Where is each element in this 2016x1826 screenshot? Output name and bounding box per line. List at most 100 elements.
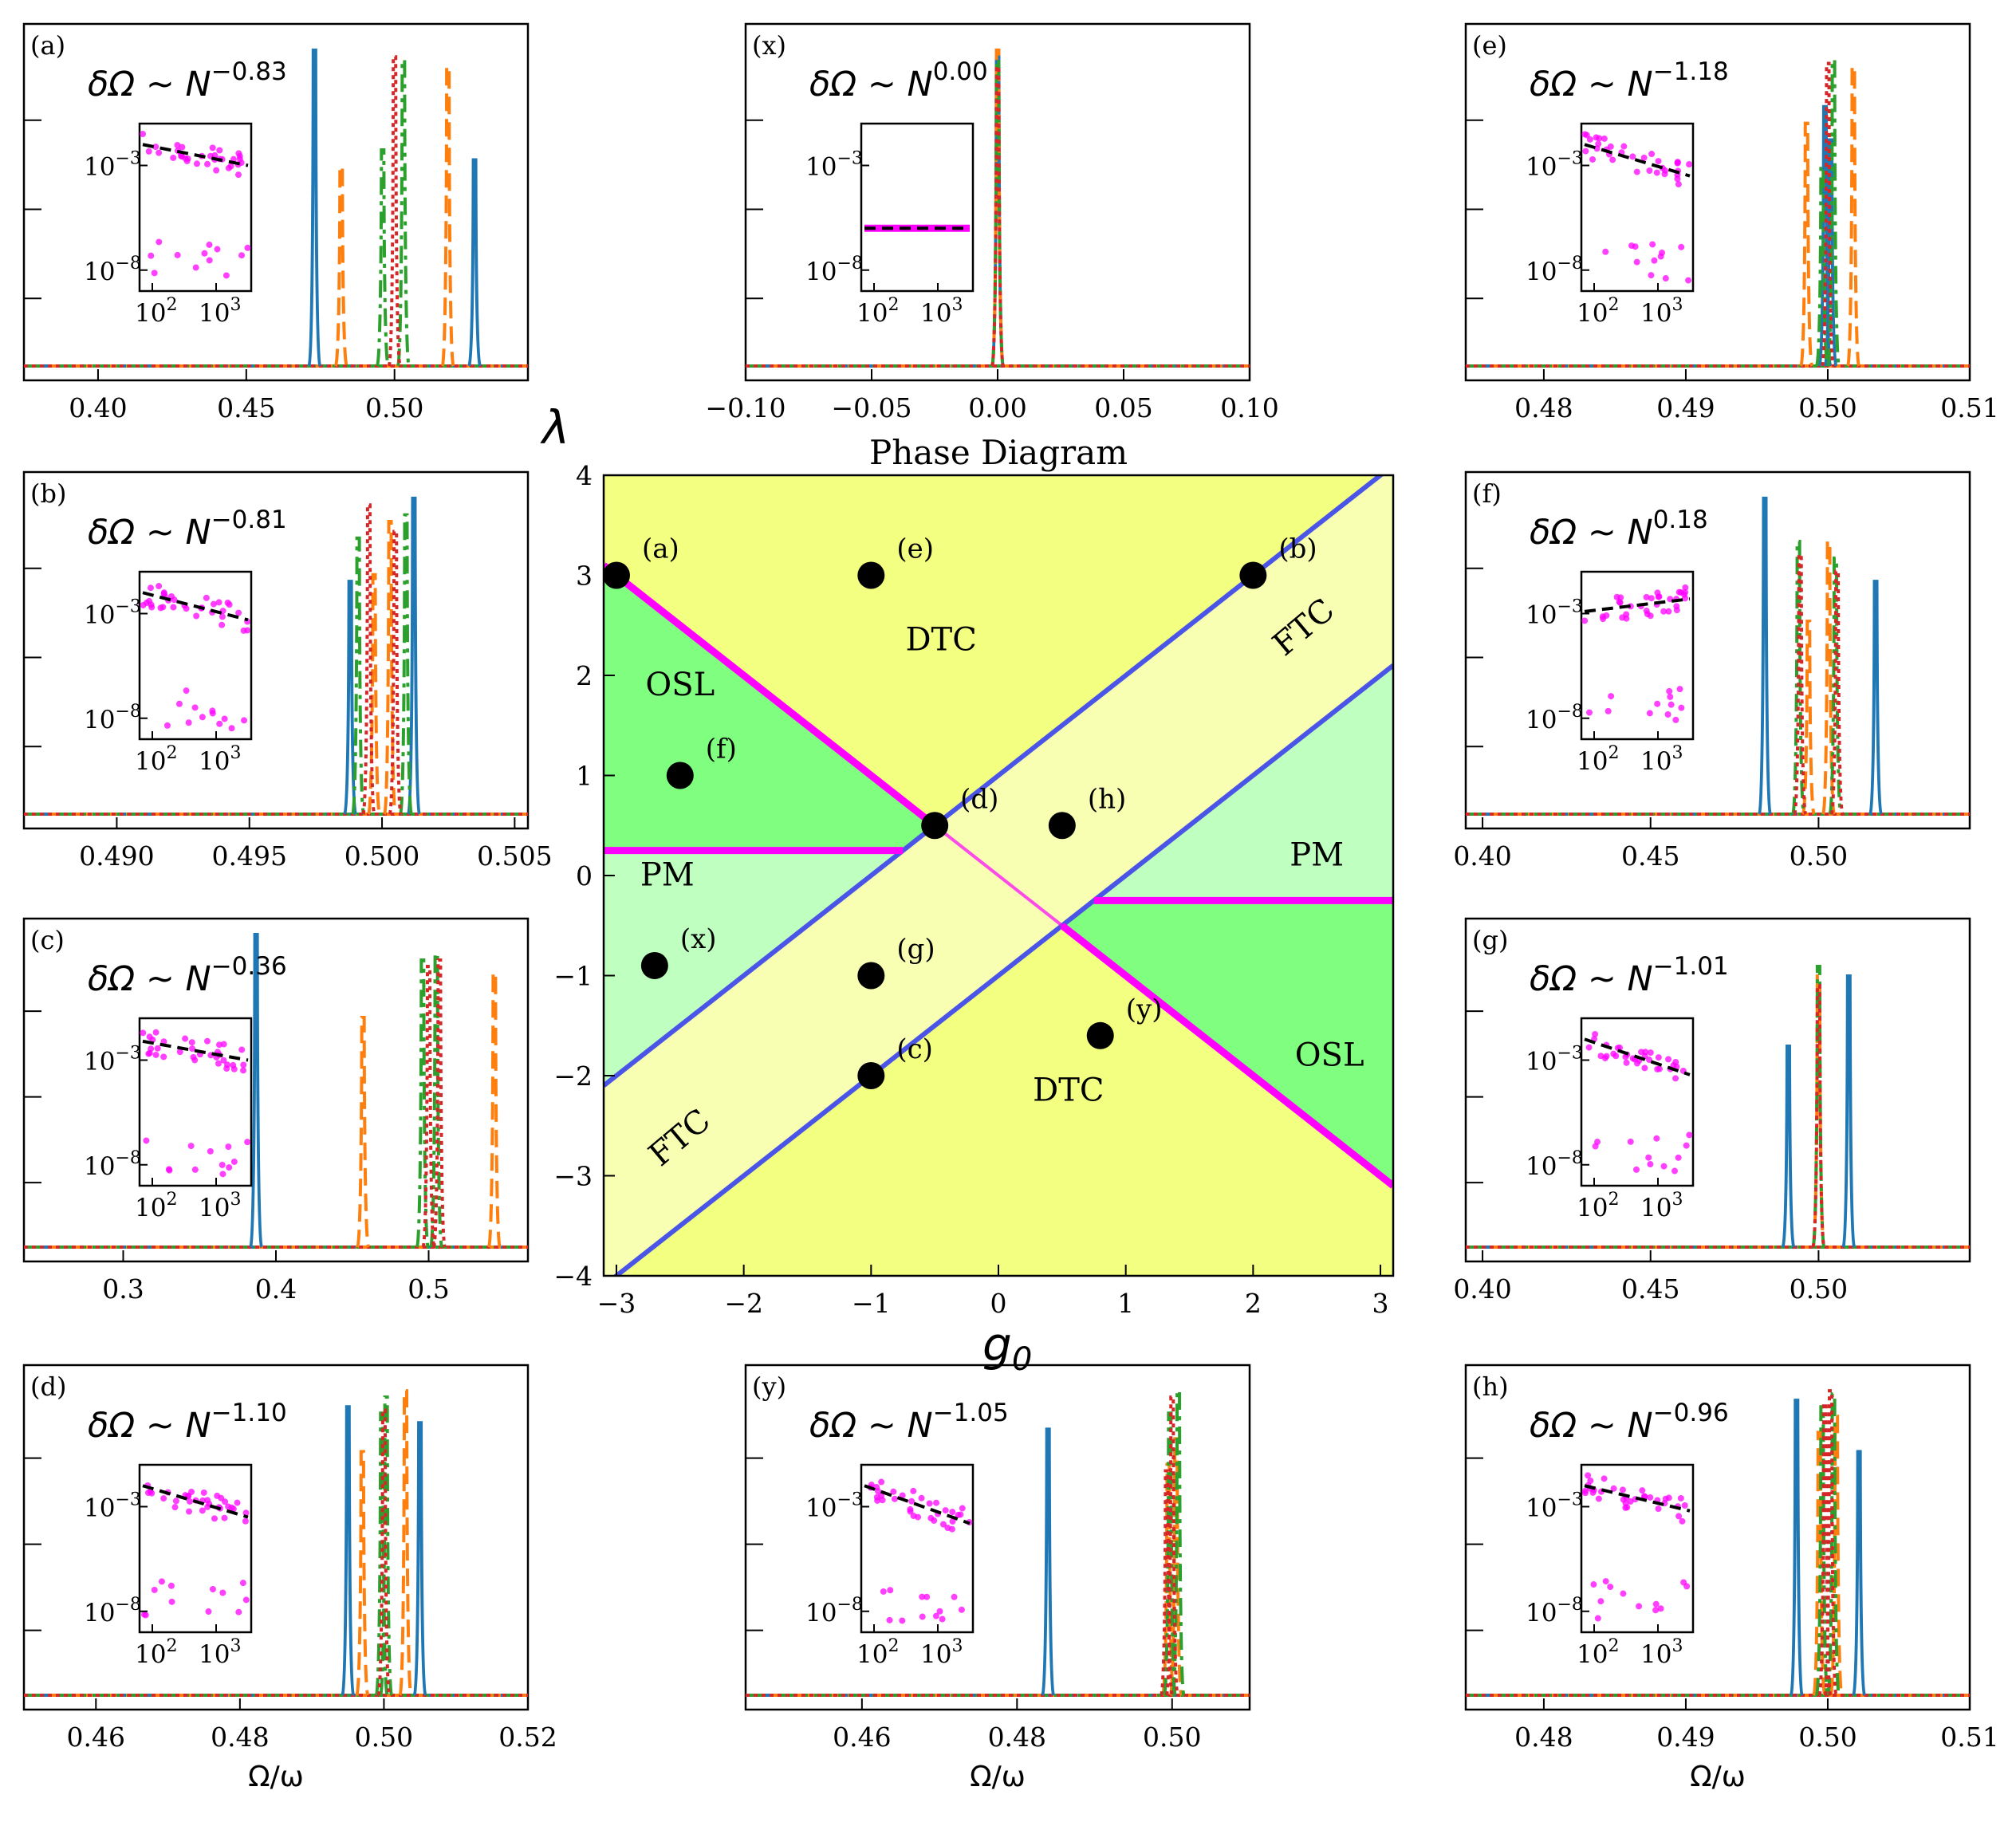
phase-point-label: (c) (896, 1033, 933, 1065)
inset-point (152, 144, 159, 151)
inset-point (1603, 1053, 1610, 1060)
x-tick-label: 1 (1117, 1288, 1134, 1319)
inset-y-exp: −3 (115, 149, 140, 169)
inset-x-base: 10 (1640, 1640, 1671, 1669)
inset-y-label: 10−8 (1526, 1595, 1583, 1627)
inset-point (1622, 1500, 1629, 1507)
inset-x-exp: 2 (166, 1636, 177, 1656)
inset-point (1647, 1493, 1654, 1501)
inset-point (880, 1588, 887, 1595)
inset-point (1605, 707, 1612, 714)
inset-y-exp: −3 (1557, 1044, 1582, 1064)
inset-fit-line (1584, 597, 1691, 613)
region-label: OSL (645, 667, 715, 703)
inset-point (147, 584, 154, 592)
phase-point (1239, 561, 1267, 589)
peak-blue (341, 1405, 356, 1697)
inset-point (170, 154, 177, 161)
inset-point (1646, 710, 1653, 717)
inset-point (1661, 167, 1668, 174)
inset-x-label: 103 (199, 295, 241, 328)
peak-green (429, 952, 444, 1249)
inset-point (221, 715, 228, 722)
peak-orange (367, 573, 381, 816)
inset-point (1608, 693, 1615, 700)
inset-x-base: 10 (1577, 1640, 1608, 1669)
phase-y-label: λ (540, 400, 569, 455)
scaling-law: δΩ ~ N−0.83 (88, 57, 287, 104)
phase-point (857, 962, 885, 990)
inset-point (140, 1611, 148, 1618)
inset-point (171, 1504, 179, 1511)
peak-blue (1041, 1427, 1056, 1697)
inset-y-exp: −8 (1557, 254, 1582, 274)
peak-green (1826, 58, 1841, 368)
inset-point (1648, 272, 1655, 279)
y-tick-label: −2 (553, 1061, 593, 1092)
inset-point (1641, 1065, 1648, 1072)
inset-point (235, 150, 242, 157)
inset-fit-line (142, 1484, 249, 1519)
inset-point (1602, 248, 1609, 255)
x-tick-label: 0.46 (833, 1722, 891, 1753)
inset-point (1643, 593, 1650, 600)
inset-point (1585, 709, 1593, 716)
inset-x-base: 10 (856, 1640, 888, 1669)
inset-point (1607, 1584, 1614, 1591)
inset-point (932, 1612, 939, 1619)
inset-fit-line (1584, 1484, 1691, 1513)
inset-point (206, 257, 213, 264)
phase-point-label: (d) (960, 783, 998, 815)
x-tick-label: 0.500 (345, 840, 419, 872)
x-tick-label: 0.52 (498, 1722, 557, 1753)
inset-point (1585, 1472, 1592, 1479)
inset-point (1665, 1056, 1672, 1063)
x-tick-label: 0.505 (477, 840, 552, 872)
inset-point (1681, 1501, 1688, 1509)
x-tick-label: 0.490 (79, 840, 154, 872)
inset-y-exp: −3 (115, 1044, 140, 1064)
inset-point (1677, 1494, 1684, 1501)
inset-x-label: 102 (1577, 1190, 1619, 1222)
inset-y-exp: −8 (1557, 1595, 1582, 1615)
inset-point (216, 147, 223, 154)
inset-point (189, 1045, 196, 1053)
peak-orange (1801, 620, 1816, 816)
inset-point (140, 601, 147, 608)
panel-frame (1464, 917, 1971, 1263)
scaling-law: δΩ ~ N−1.10 (88, 1399, 287, 1446)
inset-x-label: 103 (199, 1636, 241, 1669)
scaling-law: δΩ ~ N0.00 (809, 57, 988, 104)
x-tick-label: 0.51 (1940, 1722, 1998, 1753)
peak-green (1828, 556, 1843, 816)
y-tick-label: −4 (553, 1261, 593, 1292)
inset-point (1616, 598, 1623, 605)
phase-point-label: (b) (1278, 533, 1317, 565)
inset-x-exp: 2 (1608, 1190, 1619, 1210)
inset-y-exp: −8 (837, 1595, 862, 1615)
peak-green (1826, 1392, 1841, 1697)
inset-point (182, 155, 189, 162)
inset-point (959, 1505, 966, 1512)
inset-point (1683, 1142, 1690, 1149)
inset-point (222, 1498, 229, 1505)
inset-point (199, 714, 206, 721)
peak-orange (1811, 974, 1826, 1249)
inset-point (1649, 241, 1656, 248)
inset-y-exp: −8 (837, 254, 862, 274)
peak-orange (440, 65, 455, 368)
x-tick-label: 0.49 (1656, 1722, 1715, 1753)
peak-orange (486, 971, 502, 1249)
inset-x-base: 10 (1577, 1194, 1608, 1222)
peak-red (376, 1408, 392, 1697)
inset-x-base: 10 (135, 299, 166, 328)
inset-point (1653, 169, 1660, 176)
inset-point (1672, 716, 1679, 723)
inset-x-label: 102 (135, 1190, 177, 1222)
x-label-sub: 0 (1012, 1341, 1032, 1378)
inset-point (1647, 1049, 1654, 1057)
inset-point (1654, 700, 1661, 707)
